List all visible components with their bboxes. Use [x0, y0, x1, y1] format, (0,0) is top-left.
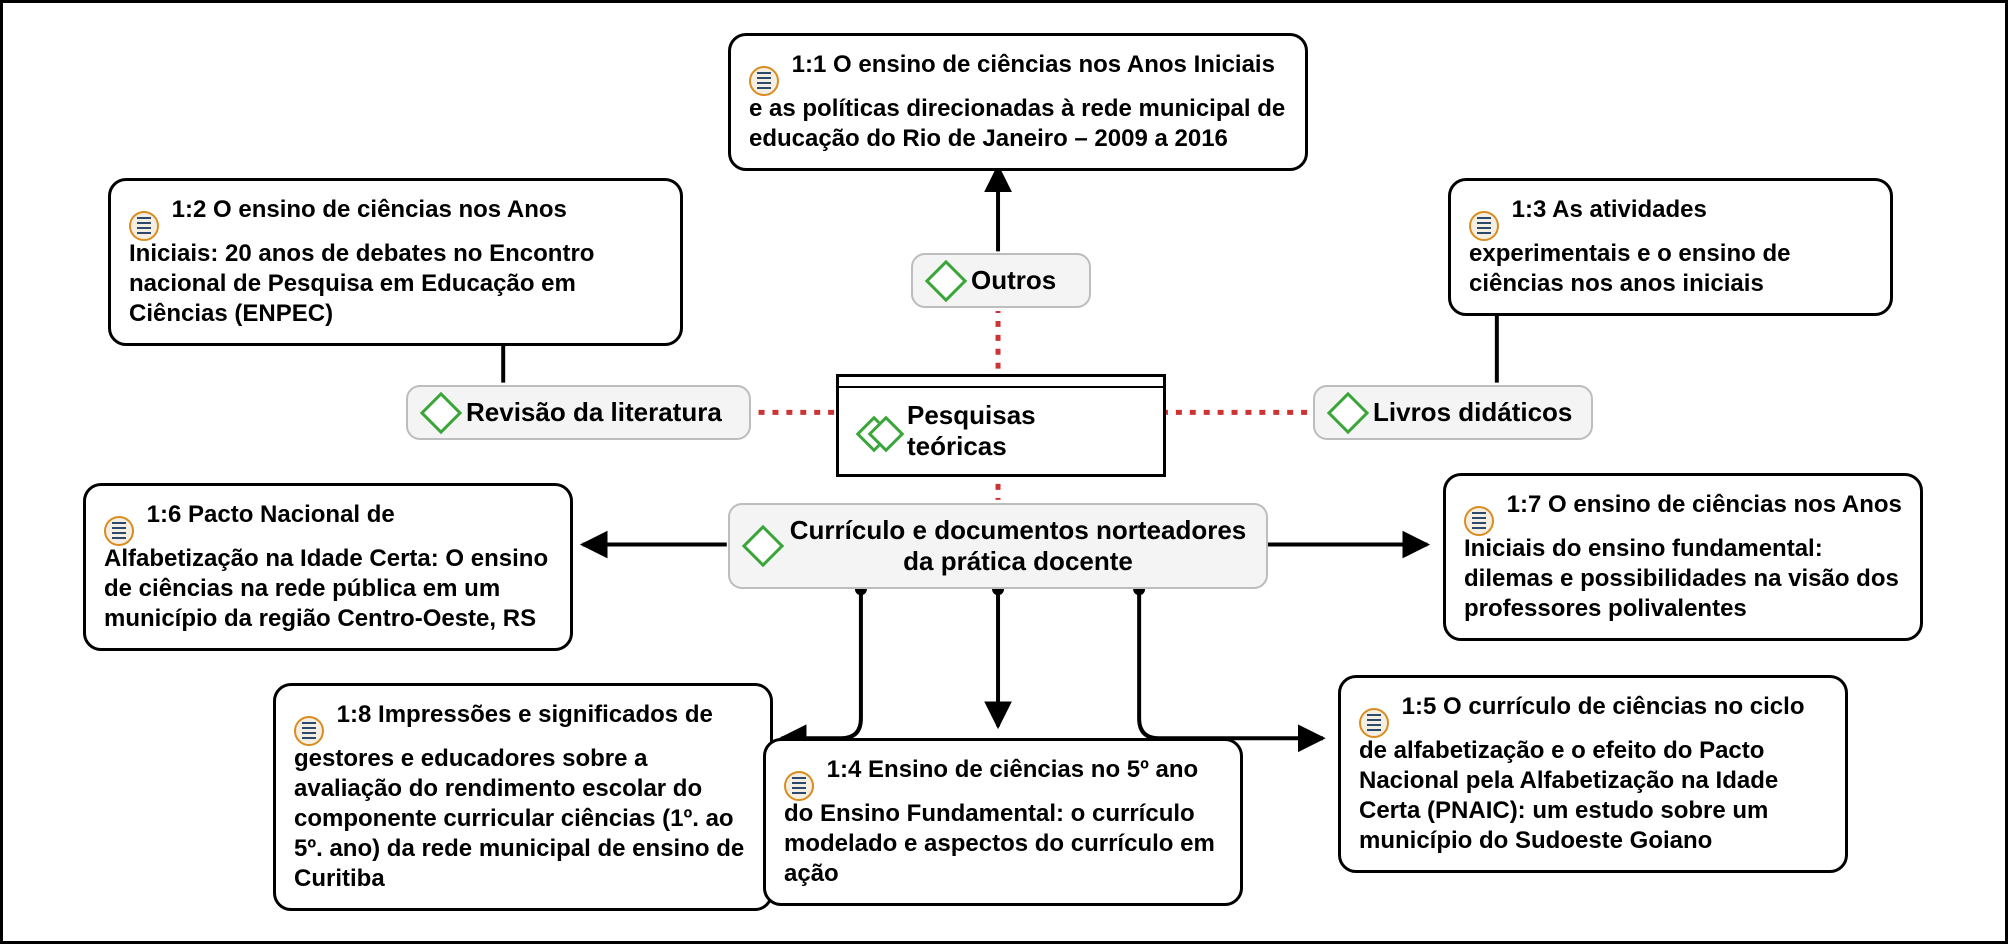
diamond-icon — [1327, 391, 1369, 433]
doc-icon — [104, 516, 134, 546]
note-1-3: 1:3 As atividades experimentais e o ensi… — [1448, 178, 1893, 316]
category-livros: Livros didáticos — [1313, 385, 1593, 440]
note-1-1: 1:1 O ensino de ciências nos Anos Inicia… — [728, 33, 1308, 171]
note-text: 1:6 Pacto Nacional de Alfabetização na I… — [104, 501, 548, 632]
note-1-5: 1:5 O currículo de ciências no ciclo de … — [1338, 675, 1848, 873]
note-text: 1:5 O currículo de ciências no ciclo de … — [1359, 693, 1804, 854]
category-label: Livros didáticos — [1373, 397, 1572, 428]
category-curriculo: Currículo e documentos norteadores da pr… — [728, 503, 1268, 589]
note-1-6: 1:6 Pacto Nacional de Alfabetização na I… — [83, 483, 573, 651]
note-text: 1:3 As atividades experimentais e o ensi… — [1469, 196, 1790, 297]
diamond-icon — [420, 391, 462, 433]
category-revisao: Revisão da literatura — [406, 385, 751, 440]
doc-icon — [294, 716, 324, 746]
note-text: 1:2 O ensino de ciências nos Anos Inicia… — [129, 196, 594, 327]
doc-icon — [749, 66, 779, 96]
doc-icon — [1464, 506, 1494, 536]
root-label: Pesquisas teóricas — [907, 400, 1141, 462]
doc-icon — [1469, 211, 1499, 241]
note-text: 1:8 Impressões e significados de gestore… — [294, 701, 744, 892]
note-1-7: 1:7 O ensino de ciências nos Anos Inicia… — [1443, 473, 1923, 641]
category-label: Revisão da literatura — [466, 397, 722, 428]
diamond-icon — [742, 525, 784, 567]
doc-icon — [129, 211, 159, 241]
note-1-2: 1:2 O ensino de ciências nos Anos Inicia… — [108, 178, 683, 346]
diagram-canvas: Pesquisas teóricas Outros Revisão da lit… — [0, 0, 2008, 944]
diamond-icon — [861, 419, 897, 443]
category-label: Currículo e documentos norteadores da pr… — [788, 515, 1248, 577]
note-text: 1:1 O ensino de ciências nos Anos Inicia… — [749, 51, 1285, 152]
note-text: 1:4 Ensino de ciências no 5º ano do Ensi… — [784, 756, 1215, 887]
category-outros: Outros — [911, 253, 1091, 308]
note-1-8: 1:8 Impressões e significados de gestore… — [273, 683, 773, 911]
root-node: Pesquisas teóricas — [836, 385, 1166, 477]
note-text: 1:7 O ensino de ciências nos Anos Inicia… — [1464, 491, 1902, 622]
category-label: Outros — [971, 265, 1056, 296]
note-1-4: 1:4 Ensino de ciências no 5º ano do Ensi… — [763, 738, 1243, 906]
diamond-icon — [925, 259, 967, 301]
doc-icon — [1359, 708, 1389, 738]
doc-icon — [784, 771, 814, 801]
